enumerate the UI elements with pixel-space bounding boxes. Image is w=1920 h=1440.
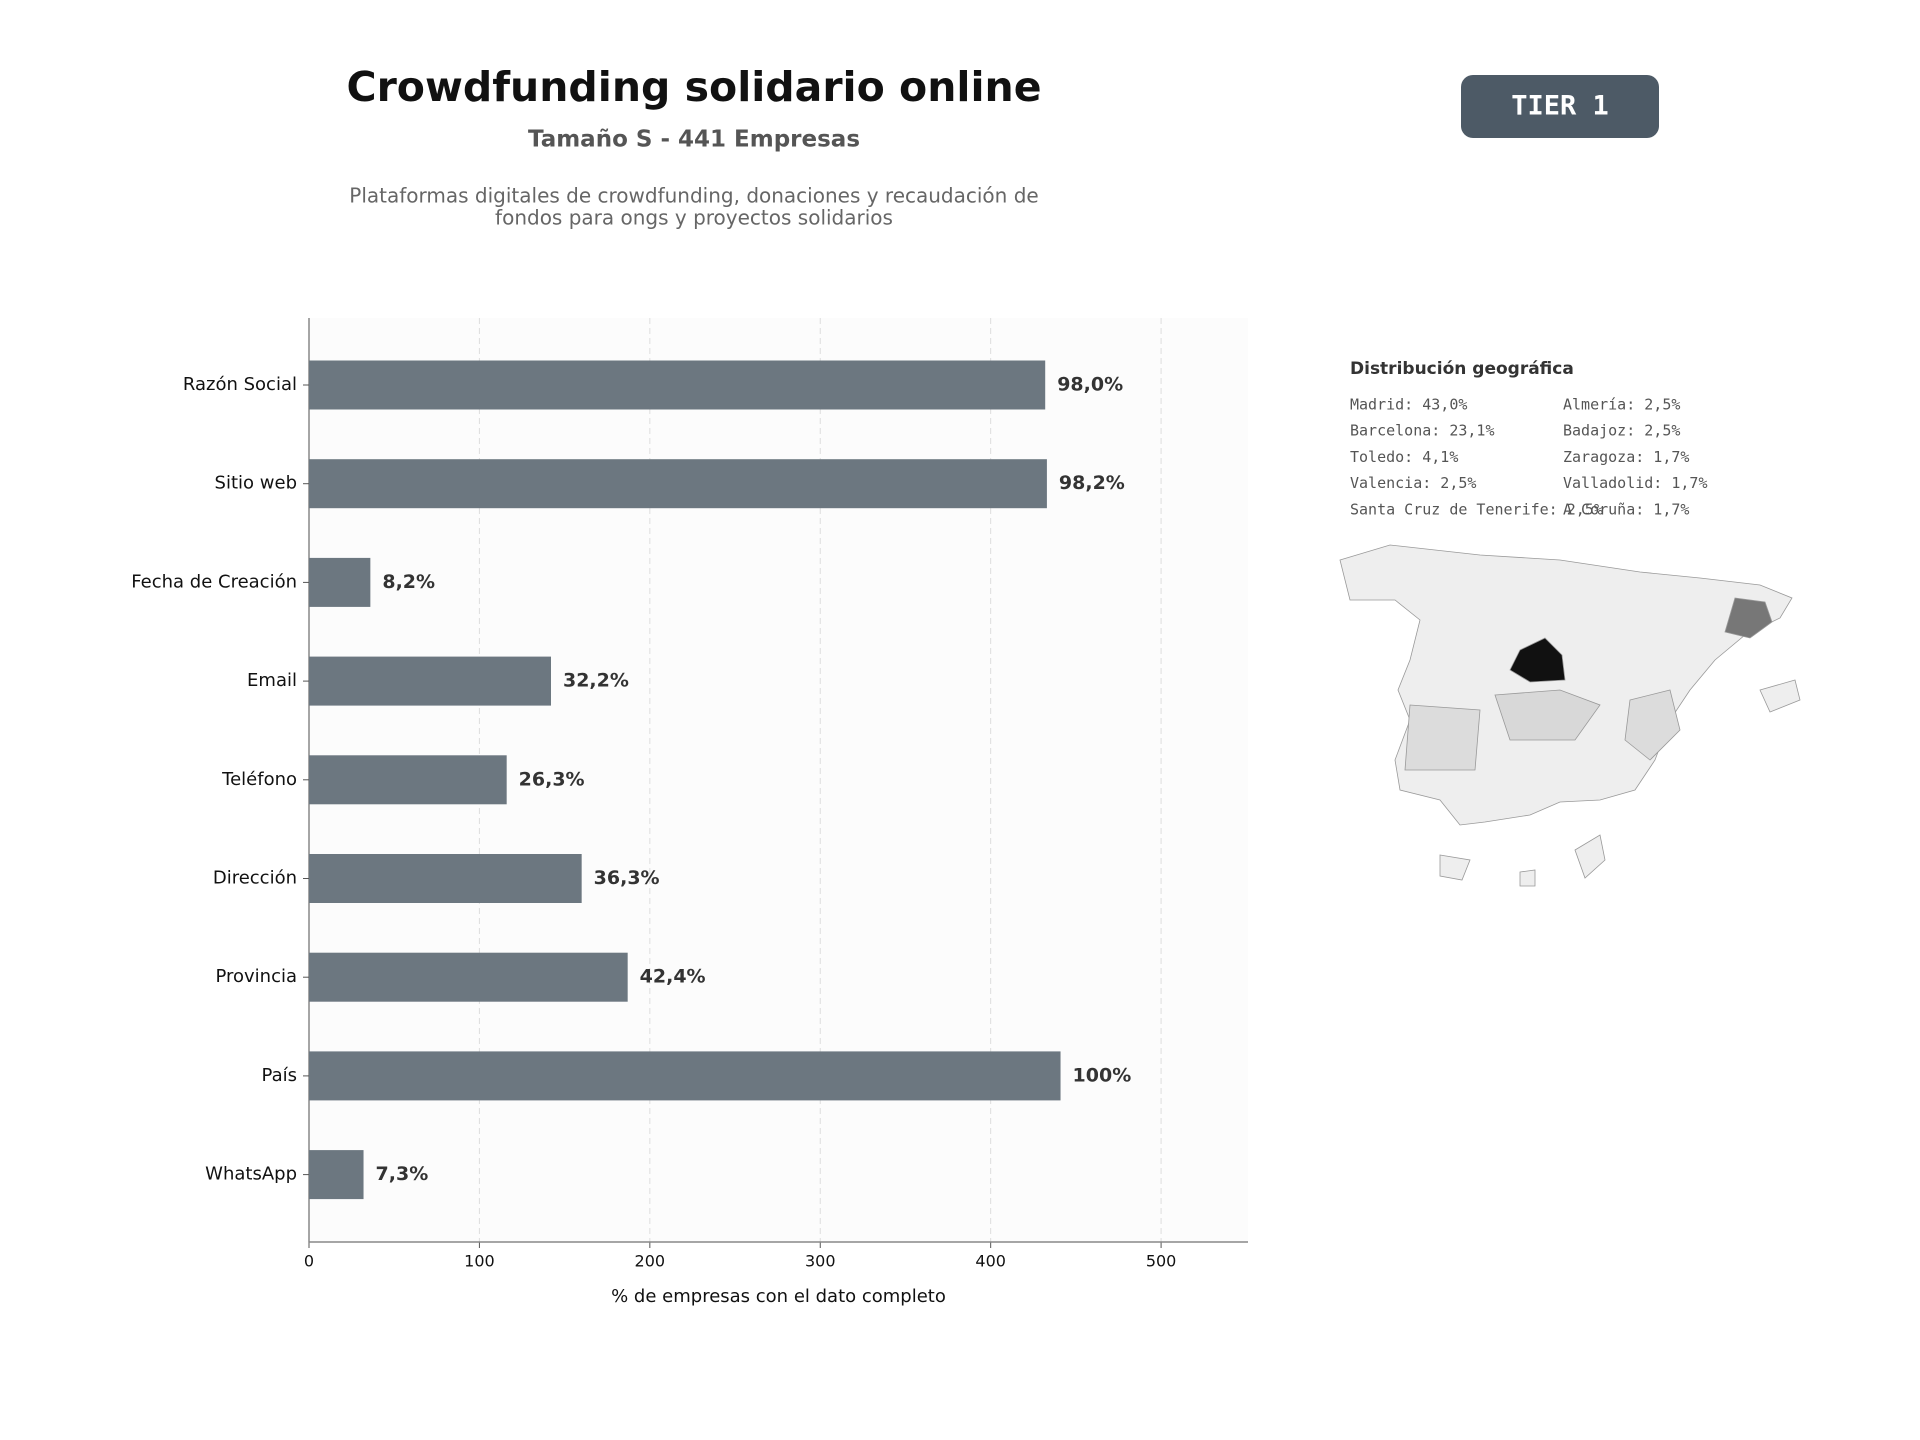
value-label: 98,0% [1057,374,1123,396]
map [1339,544,1801,887]
y-tick-label: Sitio web [215,473,297,494]
bar [309,557,371,607]
bar [309,459,1047,509]
geo-item: Zaragoza: 1,7% [1563,448,1689,466]
value-label: 42,4% [640,966,706,988]
geo-item: Almería: 2,5% [1563,396,1680,414]
map-barcelona [1724,597,1773,639]
map-canarias [1439,834,1606,887]
y-tick-label: Razón Social [183,374,297,395]
bar [309,1051,1061,1101]
value-label: 26,3% [519,768,585,790]
x-tick-label: 100 [464,1252,495,1271]
geo-item: Barcelona: 23,1% [1350,422,1495,440]
x-tick-label: 0 [304,1252,314,1271]
x-tick-label: 500 [1146,1252,1177,1271]
map-region [1404,704,1481,771]
y-tick-label: Provincia [215,966,297,987]
map-islands [1759,679,1801,713]
description: fondos para ongs y proyectos solidarios [495,206,893,230]
x-tick-label: 300 [805,1252,836,1271]
map-region [1624,689,1681,761]
geo-title: Distribución geográfica [1350,359,1574,379]
y-tick-label: Teléfono [221,769,297,790]
bar [309,360,1046,410]
geo-item: Valencia: 2,5% [1350,474,1476,492]
value-label: 100% [1073,1064,1132,1086]
badge [1461,75,1659,138]
value-label: 8,2% [382,571,435,593]
map-madrid [1509,637,1566,683]
y-tick-label: WhatsApp [205,1164,297,1185]
value-label: 32,2% [563,670,629,692]
x-tick-label: 200 [635,1252,666,1271]
y-tick-label: Email [247,670,297,691]
x-axis-label: % de empresas con el dato completo [611,1286,946,1307]
geo-item: Toledo: 4,1% [1350,448,1458,466]
geo-item: Badajoz: 2,5% [1563,422,1680,440]
bar [309,755,507,805]
map-region [1494,689,1601,741]
x-tick-label: 400 [975,1252,1006,1271]
subtitle: Tamaño S - 441 Empresas [528,127,860,153]
value-label: 36,3% [594,867,660,889]
geo-item: Madrid: 43,0% [1350,396,1467,414]
value-label: 98,2% [1059,472,1125,494]
value-label: 7,3% [376,1163,429,1185]
badge-text: TIER 1 [1511,91,1609,122]
y-tick-label: País [262,1065,297,1086]
geo-item: Valladolid: 1,7% [1563,474,1708,492]
bar [309,656,551,706]
description: Plataformas digitales de crowdfunding, d… [349,184,1038,208]
bar [309,952,628,1002]
title: Crowdfunding solidario online [347,63,1042,111]
y-tick-label: Dirección [213,868,297,889]
geo-item: Santa Cruz de Tenerife: 2,5% [1350,500,1603,518]
y-tick-label: Fecha de Creación [131,571,297,592]
map-land [1339,544,1793,826]
bar [309,1150,364,1200]
geo-item: A Coruña: 1,7% [1563,500,1689,518]
bar [309,854,582,903]
